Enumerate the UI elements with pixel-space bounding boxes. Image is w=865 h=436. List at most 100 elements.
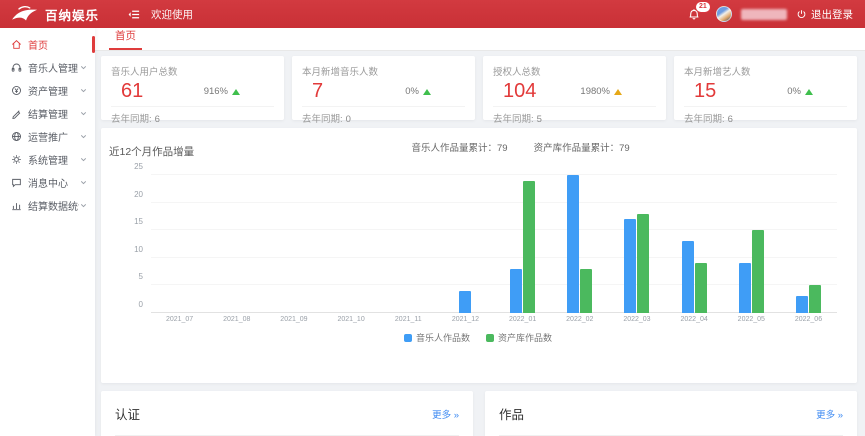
stat-label: 音乐人用户总数	[111, 67, 178, 78]
notifications-button[interactable]: 21	[687, 1, 711, 21]
bar-音乐人作品数-2022_02	[567, 175, 580, 313]
chevron-down-icon	[79, 178, 88, 187]
chart-legend: 音乐人作品数 资产库作品数	[109, 331, 847, 344]
content: 音乐人用户总数 61 916% 去年同期: 6 本月新增音乐人数 7 0% 去年同…	[95, 51, 865, 436]
trend-up-icon	[232, 88, 240, 95]
sidebar-item-message-center[interactable]: 消息中心	[0, 171, 95, 194]
main-area: 首页 音乐人用户总数 61 916% 去年同期: 6 本月新增音乐人数 7	[95, 28, 865, 436]
stat-percent: 1980%	[580, 86, 610, 97]
tab-home[interactable]: 首页	[109, 28, 142, 50]
more-link-certification[interactable]: 更多 »	[432, 409, 459, 421]
chevron-down-icon	[79, 201, 88, 210]
last-year-value: 0	[345, 114, 351, 125]
section-works: 作品 更多 » ID歌名音乐人状态提交时间审核时间操作	[485, 391, 857, 436]
trend-up-icon	[423, 88, 431, 95]
sidebar-item-asset-management[interactable]: 资产管理	[0, 79, 95, 102]
bar-group-2021_07	[151, 175, 208, 313]
stat-label: 本月新增艺人数	[684, 67, 751, 78]
notification-badge: 21	[695, 1, 711, 13]
stat-label: 授权人总数	[493, 67, 541, 78]
chart-title: 近12个月作品增量	[109, 146, 195, 158]
sidebar-item-system-management[interactable]: 系统管理	[0, 148, 95, 171]
power-icon	[797, 9, 806, 18]
collapse-menu-icon[interactable]	[127, 8, 141, 21]
x-tick-label: 2022_01	[508, 316, 537, 323]
avatar[interactable]	[716, 6, 732, 22]
bar-音乐人作品数-2021_12	[459, 290, 472, 313]
chart-x-axis: 2021_07 2021_08 2021_09 2021_10 2021_11 2021_…	[151, 316, 837, 323]
sidebar-item-settlement-statistics[interactable]: 结算数据统计	[0, 194, 95, 217]
chevron-down-icon	[79, 132, 88, 141]
sidebar-item-home[interactable]: 首页	[0, 33, 95, 56]
app-header: 百纳娱乐 欢迎使用 21	[0, 0, 865, 28]
chevron-down-icon	[79, 155, 88, 164]
coin-icon	[11, 85, 22, 96]
stat-value: 15	[694, 80, 717, 102]
y-tick-label: 15	[134, 217, 143, 227]
message-icon	[11, 177, 22, 188]
bar-资产库作品数-2022_03	[637, 213, 650, 313]
stat-percent: 0%	[405, 86, 419, 97]
stat-value: 61	[121, 80, 144, 102]
sidebar-item-musician-management[interactable]: 音乐人管理	[0, 56, 95, 79]
bar-音乐人作品数-2022_01	[510, 268, 523, 313]
sidebar-item-label: 系统管理	[28, 156, 68, 167]
bar-音乐人作品数-2022_06	[795, 296, 808, 313]
sidebar-item-label: 音乐人管理	[28, 64, 78, 75]
bar-资产库作品数-2022_04	[694, 263, 707, 313]
logout-label: 退出登录	[811, 8, 853, 21]
sidebar-item-label: 首页	[28, 41, 48, 52]
stats-row: 音乐人用户总数 61 916% 去年同期: 6 本月新增音乐人数 7 0% 去年同…	[101, 56, 857, 125]
section-certification: 认证 更多 » ID真实姓名类型状态提交时间审核时间操作	[101, 391, 473, 436]
stat-value: 104	[503, 80, 537, 102]
chevron-down-icon	[79, 63, 88, 72]
chart-card: 近12个月作品增量 音乐人作品量累计：79 资产库作品量累计：79 0 5 10 15…	[101, 128, 857, 383]
bar-group-2021_12	[437, 175, 494, 313]
x-tick-label: 2021_10	[337, 316, 365, 323]
legend-swatch-green	[486, 333, 494, 342]
gear-icon	[11, 154, 22, 165]
sidebar-item-settlement-management[interactable]: 结算管理	[0, 102, 95, 125]
tab-bar: 首页	[95, 28, 865, 51]
username-redacted	[741, 8, 787, 20]
legend-label: 资产库作品数	[498, 333, 553, 343]
x-tick-label: 2022_03	[623, 316, 651, 323]
bar-group-2022_06	[780, 175, 837, 313]
bar-音乐人作品数-2022_03	[624, 219, 637, 313]
legend-swatch-blue	[403, 333, 412, 342]
x-tick-label: 2022_02	[566, 316, 594, 323]
last-year-value: 5	[536, 114, 542, 125]
more-link-works[interactable]: 更多 »	[816, 409, 843, 421]
last-year-label: 去年同期:	[493, 114, 534, 125]
logo-bird-icon	[12, 5, 38, 21]
x-tick-label: 2021_07	[165, 316, 194, 323]
bar-资产库作品数-2022_01	[523, 180, 536, 313]
globe-icon	[11, 131, 22, 142]
last-year-label: 去年同期:	[684, 114, 725, 125]
gridline	[151, 201, 837, 203]
gridline	[151, 229, 837, 231]
stat-card-new-artists: 本月新增艺人数 15 0% 去年同期: 6	[674, 56, 857, 125]
y-tick-label: 10	[134, 244, 143, 254]
stat-percent: 916%	[203, 86, 228, 97]
chevron-down-icon	[79, 86, 88, 95]
logout-button[interactable]: 退出登录	[796, 7, 853, 22]
x-tick-label: 2021_11	[394, 316, 422, 323]
gridline	[151, 312, 837, 313]
x-tick-label: 2021_09	[280, 316, 308, 323]
legend-item-musician-works[interactable]: 音乐人作品数	[403, 331, 470, 344]
stat-label: 本月新增音乐人数	[302, 67, 379, 78]
bar-资产库作品数-2022_06	[808, 285, 821, 313]
y-tick-label: 20	[134, 189, 143, 199]
x-tick-label: 2021_08	[223, 316, 251, 323]
sidebar-item-operation-promotion[interactable]: 运营推广	[0, 125, 95, 148]
x-tick-label: 2022_06	[794, 316, 823, 323]
bar-资产库作品数-2022_05	[751, 230, 764, 313]
headset-icon	[11, 62, 22, 73]
gridline	[151, 284, 837, 286]
bar-group-2022_04	[666, 175, 723, 313]
legend-item-asset-works[interactable]: 资产库作品数	[486, 331, 552, 344]
gridline	[151, 256, 837, 258]
pen-icon	[11, 108, 22, 119]
stats-icon	[11, 200, 22, 211]
